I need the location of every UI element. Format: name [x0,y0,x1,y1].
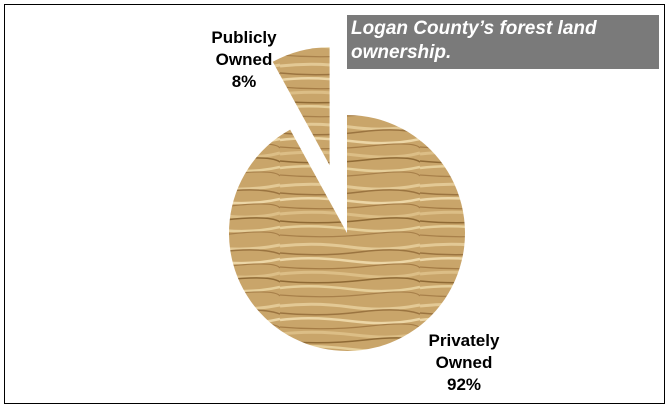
pie-slices [229,47,465,351]
slice-label-line: Publicly [211,28,277,47]
slice-percent: 8% [231,72,257,91]
slice-label-line: Privately [428,331,500,350]
slice-label-privately-owned: Privately Owned 92% [414,330,514,396]
slice-label-line: Owned [215,50,273,69]
slice-label-line: Owned [435,353,493,372]
pie-slice-publicly-owned [272,47,330,166]
slice-percent: 92% [446,375,482,394]
chart-title: Logan County’s forest land ownership. [347,15,659,69]
slice-label-publicly-owned: Publicly Owned 8% [194,27,294,93]
pie-slice-privately-owned [229,115,465,351]
